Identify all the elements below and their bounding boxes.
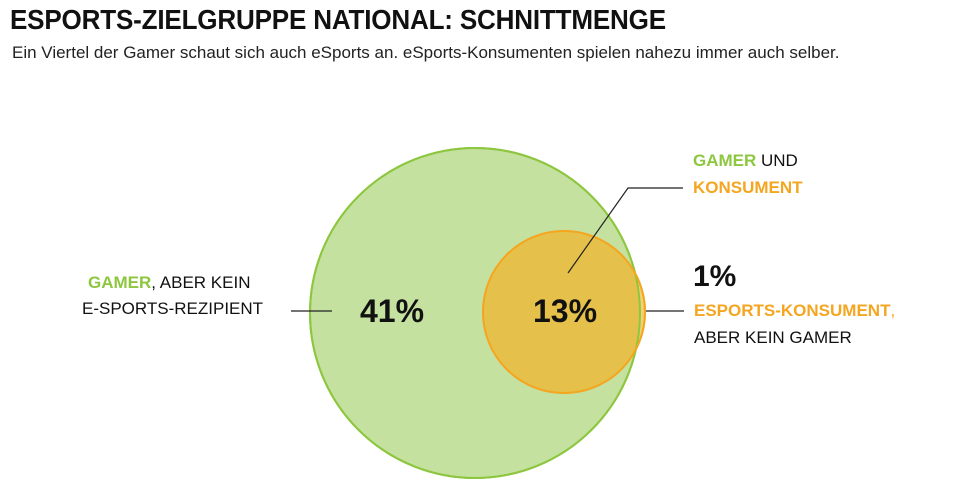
- consumer-only-label-line2: ABER KEIN GAMER: [694, 328, 852, 347]
- overlap-region: [483, 231, 640, 393]
- consumer-only-label-part: ESPORTS-KONSUMENT: [694, 301, 891, 320]
- gamer-only-label-line2: E-SPORTS-REZIPIENT: [82, 299, 263, 318]
- gamer-only-label-part: GAMER: [88, 273, 151, 292]
- consumer-only-label-part: ,: [890, 301, 895, 320]
- gamer-only-value: 41%: [360, 293, 424, 329]
- overlap-label-part: UND: [756, 151, 798, 170]
- page-title: ESPORTS-ZIELGRUPPE NATIONAL: SCHNITTMENG…: [10, 4, 666, 35]
- overlap-label-part: GAMER: [693, 151, 756, 170]
- overlap-label: GAMER UND: [693, 151, 798, 170]
- consumer-only-value: 1%: [693, 260, 736, 293]
- consumer-only-label: ESPORTS-KONSUMENT,: [694, 301, 895, 320]
- gamer-only-label: GAMER, ABER KEIN: [88, 273, 250, 292]
- overlap-leader-line: [567, 187, 683, 274]
- overlap-label-line2: KONSUMENT: [693, 178, 803, 197]
- page-subtitle: Ein Viertel der Gamer schaut sich auch e…: [12, 43, 840, 62]
- gamer-only-label-part: , ABER KEIN: [151, 273, 250, 292]
- overlap-value: 13%: [533, 293, 597, 329]
